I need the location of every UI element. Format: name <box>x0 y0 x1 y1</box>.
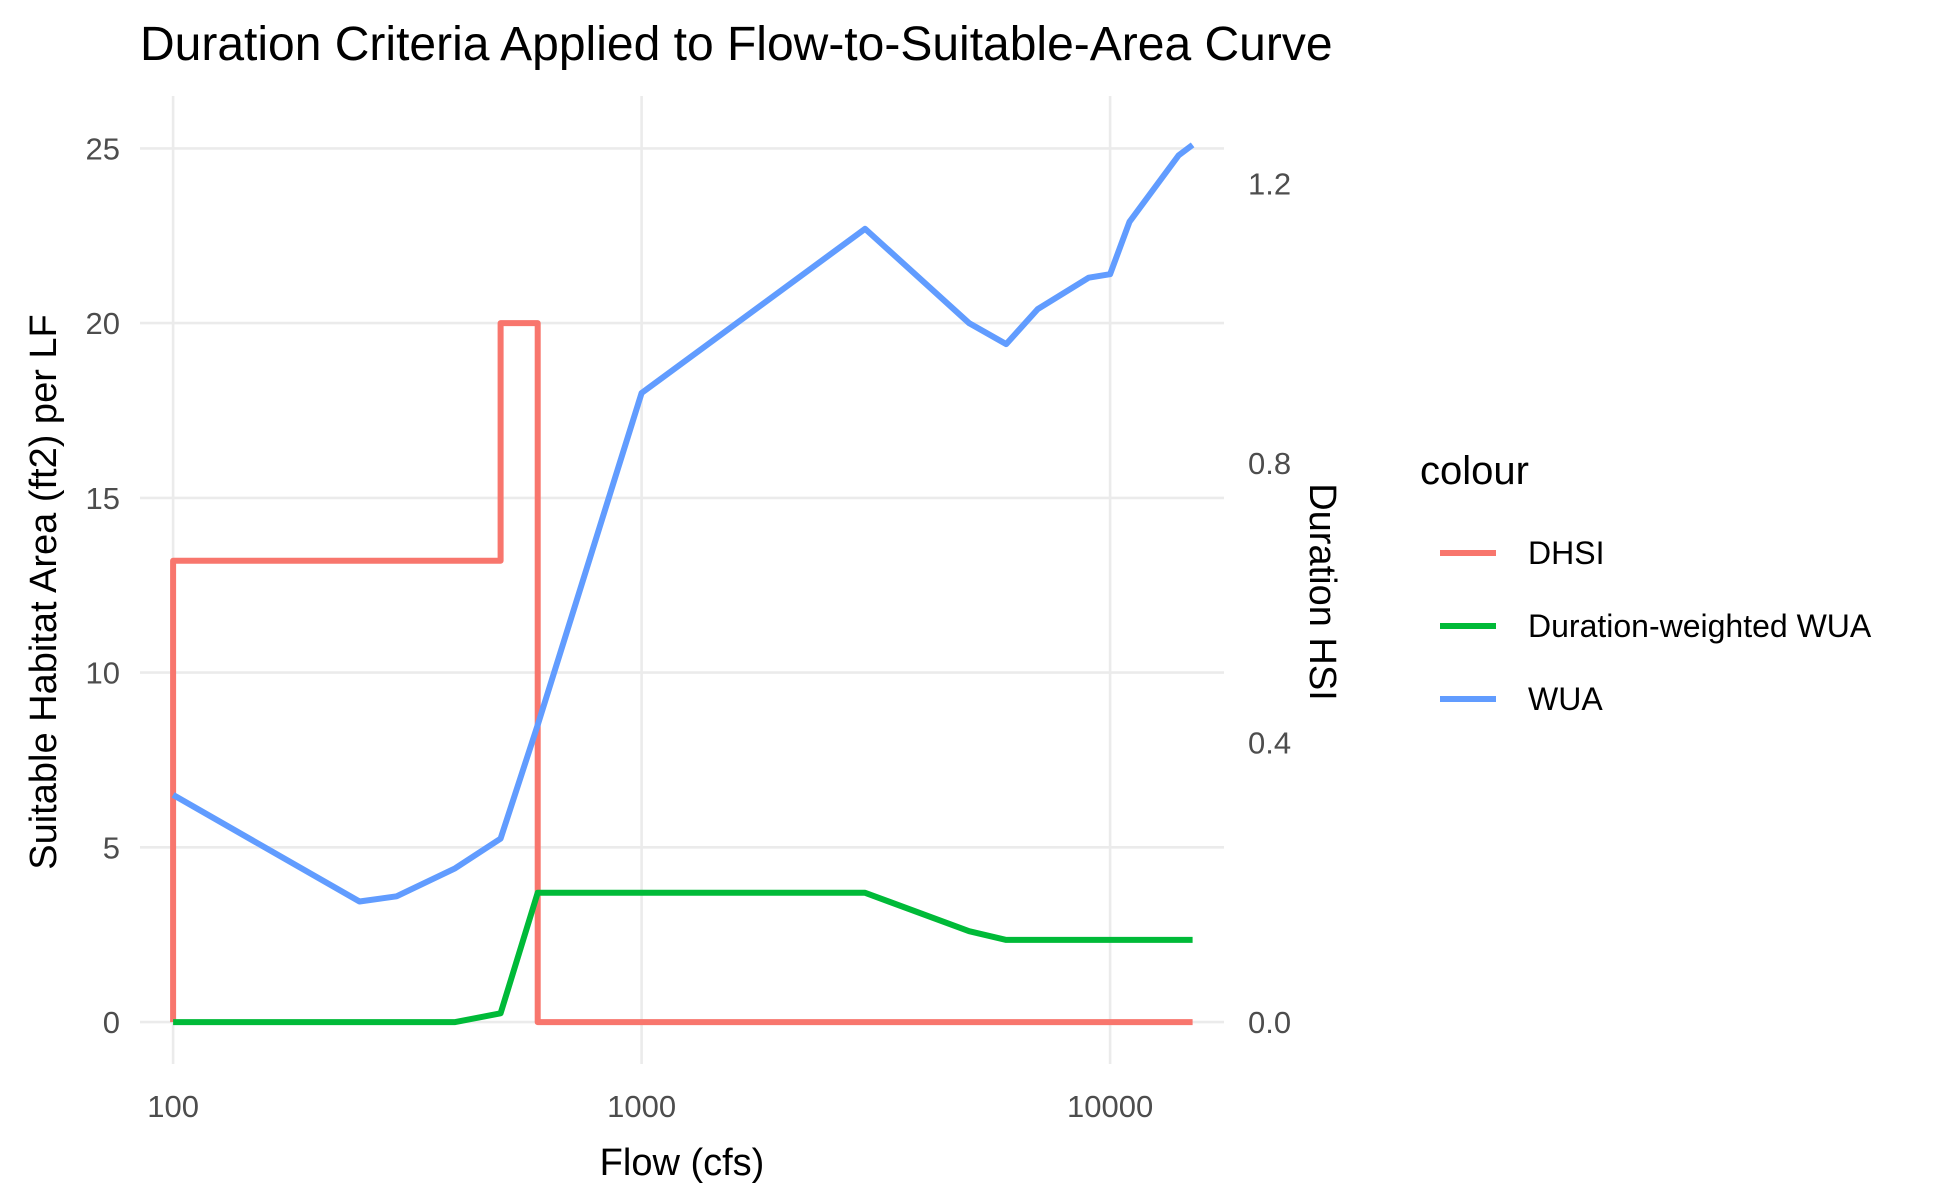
x-axis-title: Flow (cfs) <box>600 1142 765 1184</box>
x-tick-label: 100 <box>147 1089 199 1124</box>
series-layer <box>170 142 1195 1026</box>
series-line-wua <box>171 142 1195 905</box>
x-tick-label: 10000 <box>1067 1089 1153 1124</box>
y-tick-label: 0 <box>103 1005 120 1040</box>
x-axis-ticks: 100 1000 10000 <box>147 1089 1153 1124</box>
legend-label-dhsi: DHSI <box>1528 535 1604 571</box>
y-tick-label: 25 <box>86 131 120 166</box>
y2-axis-ticks: 0.0 0.4 0.8 1.2 <box>1248 166 1291 1040</box>
legend-items: DHSI Duration-weighted WUA WUA <box>1440 535 1872 717</box>
legend-label-wua: WUA <box>1528 681 1603 717</box>
y-tick-label: 5 <box>103 830 120 865</box>
series-line-duration-weighted-wua <box>173 889 1193 1026</box>
legend-title: colour <box>1420 449 1529 493</box>
y-axis-ticks: 0 5 10 15 20 25 <box>86 131 120 1040</box>
y-axis-title: Suitable Habitat Area (ft2) per LF <box>23 314 65 870</box>
y-tick-label: 20 <box>86 306 120 341</box>
legend: colour DHSI Duration-weighted WUA WUA <box>1420 449 1872 717</box>
y-tick-label: 15 <box>86 481 120 516</box>
y2-tick-label: 1.2 <box>1248 166 1291 201</box>
y2-axis-title: Duration HSI <box>1301 483 1343 701</box>
grid <box>140 96 1224 1064</box>
chart-title: Duration Criteria Applied to Flow-to-Sui… <box>140 18 1333 71</box>
legend-label-duration-weighted-wua: Duration-weighted WUA <box>1528 608 1872 644</box>
series-line-dhsi <box>170 320 1193 1026</box>
y-tick-label: 10 <box>86 656 120 691</box>
y2-tick-label: 0.0 <box>1248 1005 1291 1040</box>
y2-tick-label: 0.8 <box>1248 446 1291 481</box>
x-tick-label: 1000 <box>607 1089 676 1124</box>
y2-tick-label: 0.4 <box>1248 726 1291 761</box>
